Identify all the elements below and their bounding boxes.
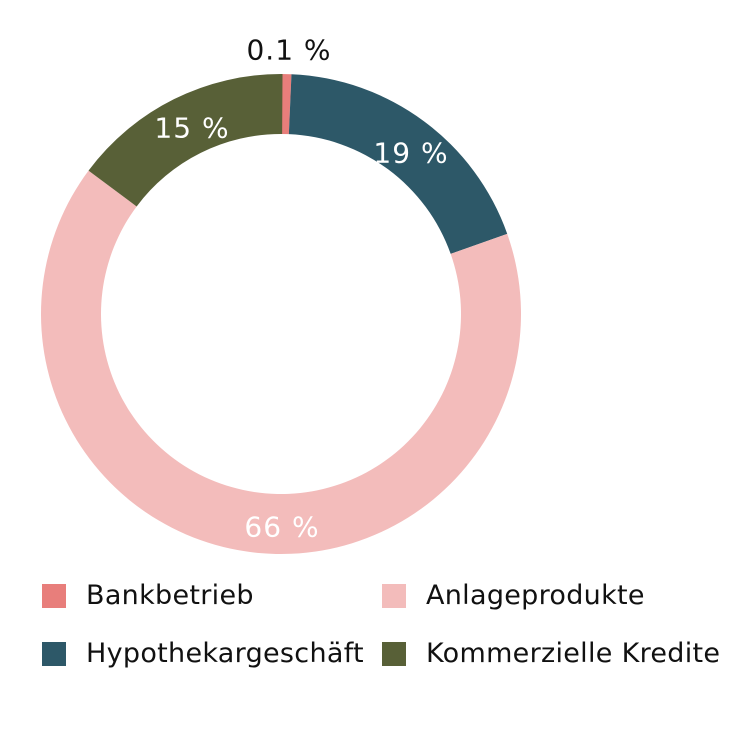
legend-label: Kommerzielle Kredite: [426, 638, 721, 669]
segment-hypothekargesch-ft: [288, 74, 508, 254]
label-anlageprodukte: 66 %: [244, 510, 320, 544]
legend-swatch-bankbetrieb: [42, 583, 66, 608]
legend-swatch-anlageprodukte: [382, 583, 406, 608]
legend-item-bankbetrieb: Bankbetrieb: [42, 580, 254, 611]
label-bankbetrieb: 0.1 %: [246, 33, 332, 67]
segment-kommerzielle-kredite: [88, 74, 283, 207]
label-hypothekargeschaeft: 19 %: [373, 136, 449, 170]
legend-swatch-kommerzielle-kredite: [382, 641, 406, 666]
legend-label: Anlageprodukte: [426, 580, 645, 611]
legend-item-hypothekargeschaeft: Hypothekargeschäft: [42, 638, 364, 669]
legend-item-kommerzielle-kredite: Kommerzielle Kredite: [382, 638, 720, 669]
donut-segments: [40, 74, 521, 554]
label-kommerzielle-kredite: 15 %: [154, 111, 230, 145]
segment-anlageprodukte: [40, 170, 521, 554]
legend-swatch-hypothekargeschaeft: [42, 641, 66, 666]
legend-label: Hypothekargeschäft: [86, 638, 364, 669]
legend-item-anlageprodukte: Anlageprodukte: [382, 580, 645, 611]
legend-label: Bankbetrieb: [86, 580, 254, 611]
segment-bankbetrieb: [281, 74, 292, 135]
